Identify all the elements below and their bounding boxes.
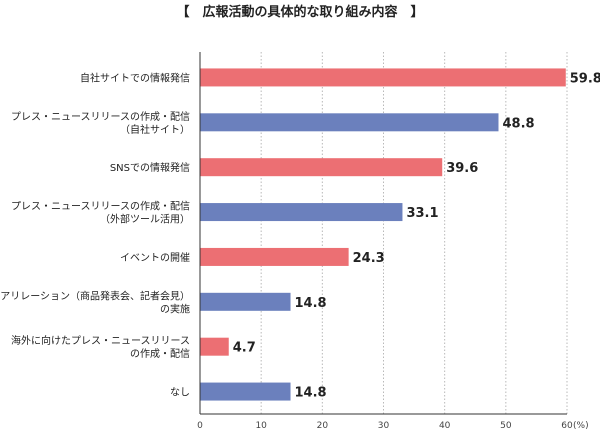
value-label: 33.1 bbox=[406, 206, 438, 221]
category-label: イベントの開催 bbox=[120, 251, 190, 264]
value-label: 14.8 bbox=[295, 386, 327, 401]
category-label: メディアリレーション（商品発表会、記者会見） bbox=[0, 289, 190, 302]
value-label: 24.3 bbox=[353, 251, 385, 266]
tick-label: 10 bbox=[255, 421, 267, 431]
bar bbox=[200, 203, 403, 222]
category-label: 海外に向けたプレス・ニュースリリース bbox=[11, 334, 190, 347]
tick-label: 20 bbox=[317, 421, 329, 431]
chart-title: 【 広報活動の具体的な取り組み内容 】 bbox=[176, 4, 423, 20]
value-labels: 59.8 48.8 39.6 33.1 24.3 14.8 4.7 14.8 bbox=[233, 71, 600, 400]
tick-label: 0 bbox=[197, 421, 203, 431]
value-label: 39.6 bbox=[446, 161, 478, 176]
category-label: （自社サイト） bbox=[120, 123, 190, 136]
category-label: （外部ツール活用） bbox=[100, 213, 190, 226]
grid-lines bbox=[260, 52, 568, 414]
value-label: 59.8 bbox=[570, 71, 600, 86]
bar bbox=[200, 337, 229, 356]
tick-label: 60 bbox=[561, 421, 573, 431]
bar bbox=[200, 247, 349, 266]
bar bbox=[200, 68, 566, 87]
bar bbox=[200, 292, 291, 311]
category-label: なし bbox=[170, 387, 190, 399]
bar bbox=[200, 382, 291, 401]
bar bbox=[200, 158, 443, 177]
tick-label: 40 bbox=[439, 421, 451, 431]
value-label: 14.8 bbox=[295, 296, 327, 311]
category-label: プレス・ニュースリリースの作成・配信 bbox=[11, 111, 190, 123]
category-labels: 自社サイトでの情報発信プレス・ニュースリリースの作成・配信（自社サイト）SNSで… bbox=[0, 71, 190, 398]
value-label: 48.8 bbox=[502, 116, 534, 131]
bars bbox=[200, 68, 566, 401]
category-label: プレス・ニュースリリースの作成・配信 bbox=[11, 201, 190, 213]
category-label: SNSでの情報発信 bbox=[110, 161, 190, 174]
value-label: 4.7 bbox=[233, 341, 256, 356]
bar bbox=[200, 113, 499, 132]
unit-label: (%) bbox=[573, 421, 589, 431]
x-axis: 0 10 20 30 40 50 60 (%) bbox=[197, 52, 589, 431]
category-label: 自社サイトでの情報発信 bbox=[80, 71, 190, 84]
category-label: の作成・配信 bbox=[130, 348, 190, 360]
category-label: の実施 bbox=[160, 302, 190, 315]
tick-label: 50 bbox=[500, 421, 512, 431]
tick-label: 30 bbox=[378, 421, 390, 431]
